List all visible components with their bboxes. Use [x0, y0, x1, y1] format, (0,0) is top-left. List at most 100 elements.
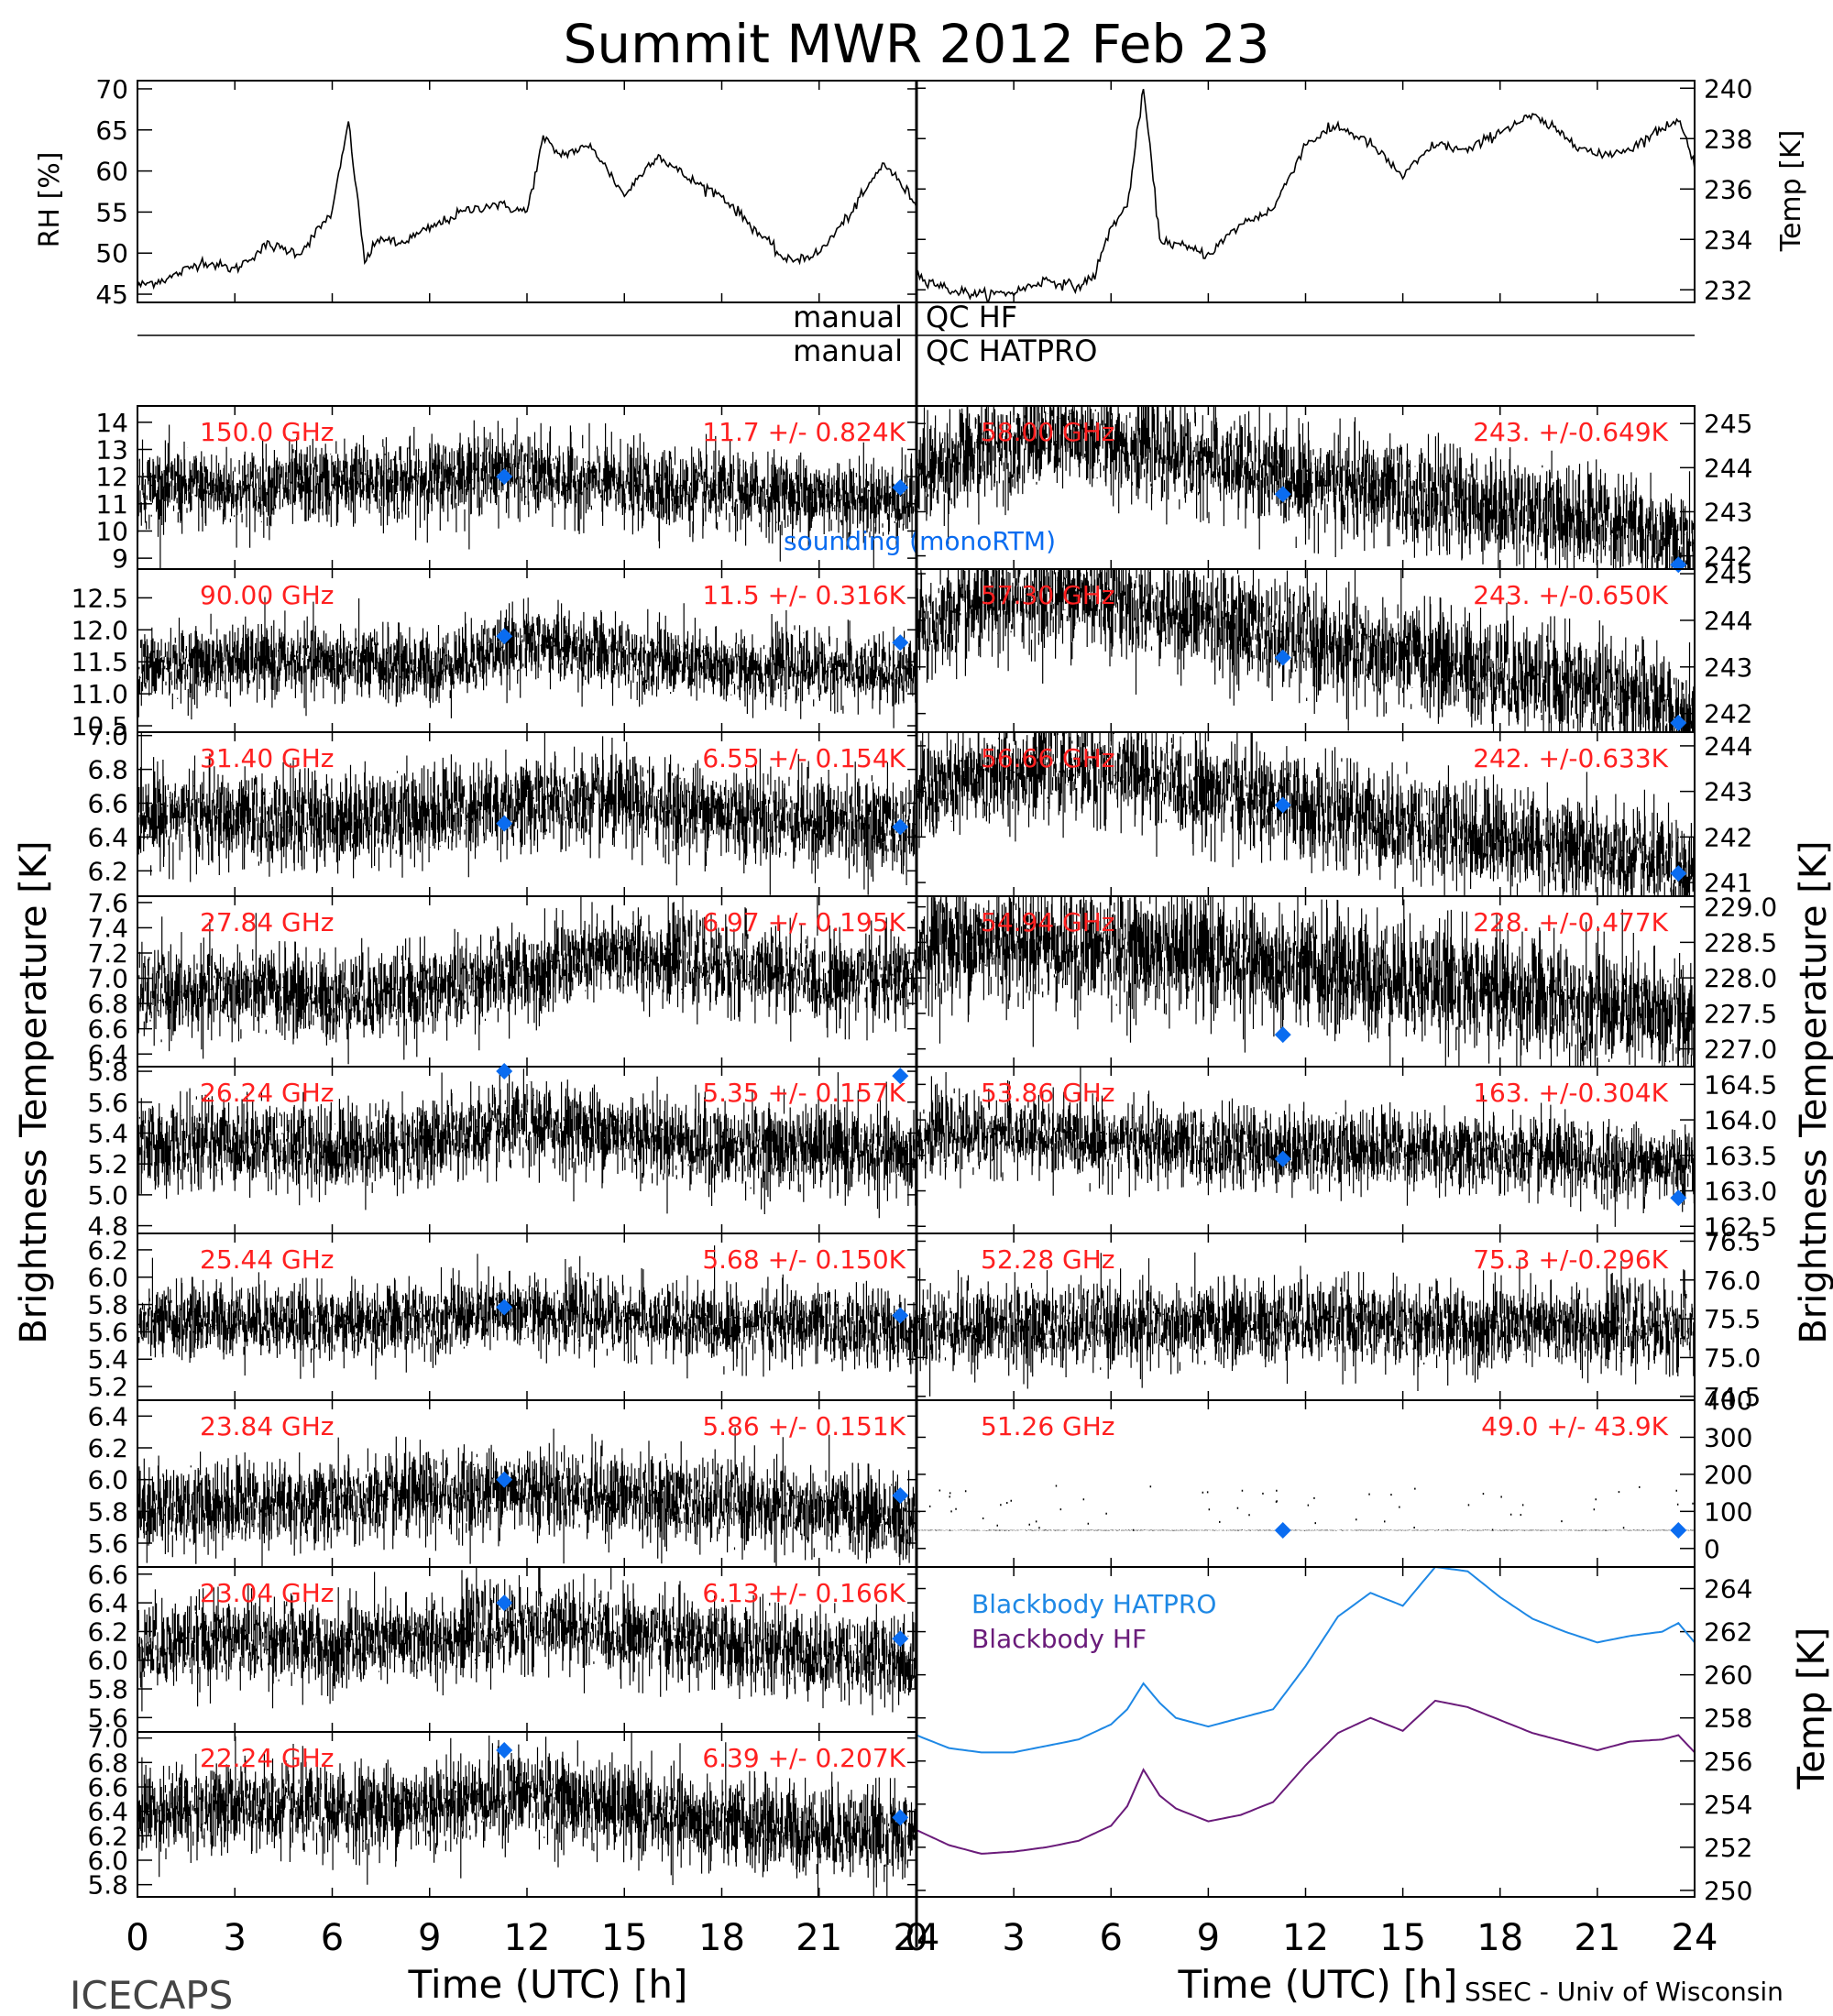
trace-ch5494 — [917, 897, 1694, 1066]
y-tick-label: 6.4 — [87, 1797, 128, 1827]
y-tick-label: 70 — [95, 74, 128, 104]
y-tick-label: 5.8 — [87, 1057, 128, 1087]
channel-stat: 243. +/-0.649K — [1473, 417, 1668, 447]
x-tick-label: 3 — [224, 1917, 247, 1959]
x-tick-label: 12 — [504, 1917, 551, 1959]
y-tick-label: 55 — [95, 197, 128, 227]
sounding-point — [496, 1298, 513, 1316]
y-tick-label: 164.0 — [1704, 1105, 1777, 1135]
y-tick-label: 11.0 — [71, 679, 128, 709]
qc-band: manual QC HF manual QC HATPRO — [137, 300, 1695, 368]
x-tick-label: 0 — [126, 1917, 148, 1959]
sounding-point — [892, 1487, 909, 1504]
y-tick-label: 0 — [1704, 1534, 1720, 1564]
sounding-point — [1670, 714, 1687, 731]
sounding-point — [892, 479, 909, 496]
x-tick-label: 12 — [1282, 1917, 1329, 1959]
channel-label: 90.00 GHz — [200, 580, 335, 610]
sounding-point — [1670, 1521, 1687, 1539]
y-tick-label: 7.0 — [87, 721, 128, 751]
y-tick-label: 164.5 — [1704, 1069, 1777, 1100]
channel-stat: 75.3 +/-0.296K — [1473, 1244, 1668, 1275]
panel-ch90: 10.511.011.512.012.5 90.00 GHz 11.5 +/- 0.… — [71, 568, 917, 741]
y-tick-label: 238 — [1704, 124, 1752, 154]
panel-ch5800: 242 243 244 245 58.00 GHz 243. +/-0.649K — [916, 405, 1752, 574]
panel-ch5126: 0 100 200 300 400 51.26 GHz 49.0 +/- 43.9K — [916, 1386, 1752, 1568]
x-tick-label: 6 — [321, 1917, 344, 1959]
channel-label: 25.44 GHz — [200, 1244, 335, 1275]
y-tick-label: 6.0 — [87, 1465, 128, 1496]
panel-ch2544: 5.25.45.65.86.06.2 25.44 GHz 5.68 +/- 0.15… — [87, 1233, 917, 1402]
xlabel-right: Time (UTC) [h] — [1178, 1962, 1458, 2007]
right-tb-axis-title: Brightness Temperature [K] — [1793, 840, 1833, 1343]
y-tick-label: 6.2 — [87, 856, 128, 886]
sounding-point — [1670, 865, 1687, 882]
channel-label: 27.84 GHz — [200, 907, 335, 937]
x-tick-label: 0 — [905, 1917, 927, 1959]
channel-label: 31.40 GHz — [200, 743, 335, 773]
channel-label: 22.24 GHz — [200, 1743, 335, 1773]
trace-ch5126 — [917, 1529, 1694, 1531]
channel-stat: 6.13 +/- 0.166K — [702, 1578, 906, 1608]
x-tick-label: 9 — [418, 1917, 441, 1959]
y-tick-label: 5.0 — [87, 1180, 128, 1211]
channel-label: 58.00 GHz — [981, 417, 1115, 447]
panel-ch2784: 6.46.66.87.07.27.47.6 27.84 GHz 6.97 +/- 0… — [87, 888, 917, 1069]
y-tick-label: 258 — [1704, 1704, 1752, 1734]
y-tick-label: 10 — [95, 516, 128, 546]
channel-label: 23.04 GHz — [200, 1578, 335, 1608]
panel-frame — [137, 80, 917, 303]
y-tick-label: 262 — [1704, 1617, 1752, 1648]
y-tick-label: 6.2 — [87, 1821, 128, 1851]
y-tick-label: 6.0 — [87, 1846, 128, 1876]
sounding-point — [1274, 796, 1291, 814]
x-tick-label: 9 — [1197, 1917, 1220, 1959]
channel-stat: 49.0 +/- 43.9K — [1481, 1411, 1668, 1441]
channel-label: 54.94 GHz — [981, 907, 1115, 937]
y-tick-label: 6.2 — [87, 1433, 128, 1463]
trace-ch2624 — [138, 1068, 916, 1219]
y-tick-label: 5.8 — [87, 1496, 128, 1527]
y-tick-label: 5.4 — [87, 1344, 128, 1375]
channel-stat: 6.55 +/- 0.154K — [702, 743, 906, 773]
y-tick-label: 7.2 — [87, 938, 128, 969]
trace-ch5386 — [917, 1068, 1694, 1227]
y-tick-label: 241 — [1704, 868, 1752, 898]
x-tick-label: 15 — [601, 1917, 648, 1959]
y-tick-label: 6.4 — [87, 822, 128, 852]
trace-ch3140 — [138, 733, 916, 895]
y-tick-label: 163.5 — [1704, 1141, 1777, 1171]
panel-ch2384: 5.65.86.06.26.4 23.84 GHz 5.86 +/- 0.151K — [87, 1399, 917, 1568]
y-tick-label: 163.0 — [1704, 1177, 1777, 1207]
sounding-point — [1274, 1026, 1291, 1044]
y-tick-label: 6.4 — [87, 1588, 128, 1618]
channel-stat: 243. +/-0.650K — [1473, 580, 1668, 610]
qc-hatpro-right: QC HATPRO — [926, 334, 1097, 368]
y-tick-label: 6.6 — [87, 1560, 128, 1590]
trace-ch5730 — [917, 570, 1694, 731]
y-tick-label: 11 — [95, 489, 128, 520]
y-tick-label: 5.6 — [87, 1703, 128, 1733]
y-tick-label: 6.4 — [87, 1401, 128, 1431]
y-tick-label: 227.5 — [1704, 999, 1777, 1029]
temp-top-axis-title: Temp [K] — [1775, 130, 1807, 253]
y-tick-label: 5.8 — [87, 1870, 128, 1901]
trace-ch5800 — [917, 407, 1694, 568]
channel-label: 56.66 GHz — [981, 743, 1115, 773]
y-tick-label: 254 — [1704, 1790, 1752, 1820]
trace-ch2544 — [138, 1245, 916, 1380]
y-tick-label: 245 — [1704, 559, 1752, 589]
panel-ch5730: 242 243 244 245 57.30 GHz 243. +/-0.650K — [916, 559, 1752, 733]
panel-ch2624: 4.85.05.25.45.65.8 26.24 GHz 5.35 +/- 0.15… — [87, 1057, 917, 1242]
sounding-point — [1670, 1189, 1687, 1207]
y-tick-label: 50 — [95, 238, 128, 268]
y-tick-label: 14 — [95, 408, 128, 438]
temp-bottom-axis-title: Temp [K] — [1791, 1627, 1833, 1791]
y-tick-label: 300 — [1704, 1422, 1752, 1452]
sounding-point — [496, 1063, 513, 1080]
x-tick-label: 3 — [1002, 1917, 1025, 1959]
channel-stat: 11.5 +/- 0.316K — [702, 580, 906, 610]
channel-stat: 163. +/-0.304K — [1473, 1078, 1668, 1108]
